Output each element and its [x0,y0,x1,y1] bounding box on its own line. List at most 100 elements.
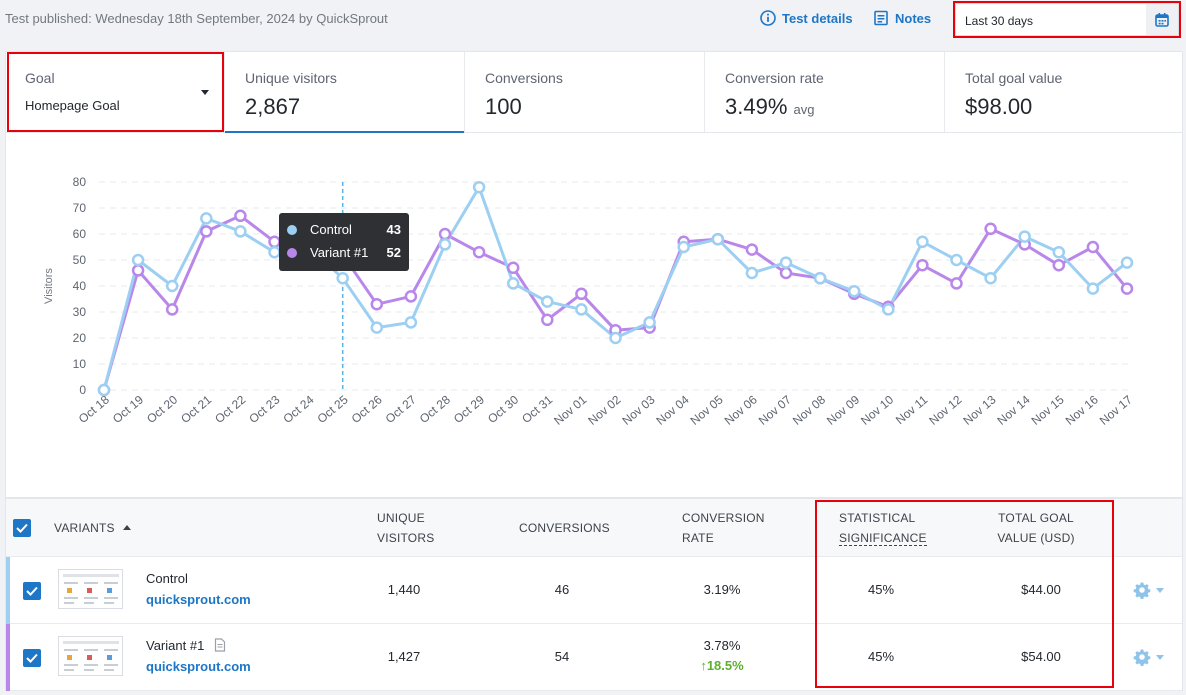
data-point [950,277,963,290]
variant-legend-dot [287,248,297,258]
x-tick-label: Oct 30 [485,392,521,426]
x-tick-label: Oct 31 [519,392,555,426]
uplift-badge: ↑18.5% [687,658,757,673]
test-details-label: Test details [782,10,853,26]
goal-select-value: Homepage Goal [25,98,120,113]
tooltip-series-name: Variant #1 [310,245,369,260]
date-range-picker[interactable]: Last 30 days [955,3,1179,36]
variant-settings-menu[interactable] [1133,647,1173,667]
x-tick-label: Nov 10 [858,392,896,427]
x-tick-label: Oct 23 [246,392,282,426]
header-line: SIGNIFICANCE [839,531,927,546]
variant-checkbox[interactable] [23,582,41,600]
header-line: TOTAL GOAL [998,511,1074,525]
data-point [882,303,895,316]
x-tick-label: Nov 01 [551,392,589,427]
x-tick-label: Nov 16 [1063,392,1101,427]
x-tick-label: Nov 03 [619,392,657,427]
conversions-cell: 54 [554,649,570,664]
data-point [541,313,554,327]
chevron-down-icon [1156,654,1164,660]
select-all-checkbox[interactable] [13,519,31,537]
document-icon[interactable] [214,638,226,652]
variant-name: Variant #1 [146,638,205,653]
notes-label: Notes [895,10,932,26]
test-details-link[interactable]: Test details [760,10,853,26]
unique-visitors-header: UNIQUE VISITORS [377,508,434,548]
variant-url-link[interactable]: quicksprout.com [146,659,251,674]
y-tick-label: 80 [73,175,87,189]
data-point [984,222,997,236]
data-point [97,383,111,397]
data-point [268,235,281,249]
goal-value-cell: $54.00 [1021,649,1061,664]
data-point [1120,282,1134,295]
table-header: VARIANTS UNIQUE VISITORS CONVERSIONS CONV… [6,499,1182,557]
chart-panel: 0 10 20 30 40 50 60 70 80 Visitors Oct 18 Oct 19 Oct… [5,133,1183,498]
data-point [575,287,588,301]
total-goal-value-header: TOTAL GOAL VALUE (USD) [961,508,1111,548]
header-line: RATE [682,531,714,545]
data-point [745,266,759,280]
data-point [234,209,247,223]
data-point [370,321,384,334]
unique-visitors-cell: 1,427 [387,649,421,664]
stat-conversions[interactable]: Conversions 100 [465,52,705,132]
data-point [1052,245,1066,259]
stat-value: 3.49% [725,94,788,119]
notes-icon [874,10,888,26]
variant-settings-menu[interactable] [1133,580,1173,600]
conversions-cell: 46 [554,582,570,597]
x-tick-label: Oct 18 [76,392,112,426]
x-tick-label: Oct 19 [110,392,146,426]
calendar-button[interactable] [1146,4,1178,35]
date-range-value: Last 30 days [965,14,1034,28]
stat-label: Conversions [485,70,563,86]
data-point [1018,230,1031,243]
stat-value: 100 [485,94,522,119]
x-tick-label: Nov 12 [926,392,964,427]
header-line: VISITORS [377,531,435,545]
variants-header-label: VARIANTS [54,521,115,535]
x-tick-label: Oct 27 [383,392,419,426]
y-tick-label: 0 [79,383,86,397]
data-point [472,180,486,194]
stat-total-goal-value[interactable]: Total goal value $98.00 [945,52,1182,132]
variant-thumbnail[interactable] [58,569,123,609]
tooltip-row-variant: Variant #1 52 [279,243,409,263]
x-tick-label: Oct 26 [349,392,385,426]
published-text: Test published: Wednesday 18th September… [5,11,388,26]
variant-url-link[interactable]: quicksprout.com [146,592,251,607]
variant-thumbnail[interactable] [58,636,123,676]
header-line: VALUE (USD) [997,531,1075,545]
notes-link[interactable]: Notes [873,10,931,26]
x-tick-label: Nov 06 [722,392,760,427]
variant-checkbox[interactable] [23,649,41,667]
series-line-control [102,185,1128,391]
y-tick-label: 70 [73,201,87,215]
conversion-rate-cell: 3.78% [703,638,741,653]
data-point [813,271,827,285]
data-point [1120,256,1134,269]
top-bar: Test published: Wednesday 18th September… [0,0,1186,40]
stat-label: Conversion rate [725,70,824,86]
stat-conversion-rate[interactable]: Conversion rate 3.49% avg [705,52,945,132]
data-point [711,232,725,246]
data-point [404,290,418,303]
data-point [575,303,588,316]
data-point [268,245,281,259]
goal-selector[interactable]: Goal Homepage Goal [6,52,225,132]
data-point [677,240,690,254]
stat-label: Unique visitors [245,70,337,86]
x-tick-label: Oct 24 [280,392,316,426]
x-tick-label: Nov 09 [824,392,862,427]
statistical-significance-header[interactable]: STATISTICAL SIGNIFICANCE [839,508,927,548]
variant-name: Control [146,571,188,586]
x-tick-label: Oct 29 [451,392,487,426]
significance-cell: 45% [867,582,895,597]
significance-cell: 45% [867,649,895,664]
tooltip-series-name: Control [310,222,352,237]
variants-column-header[interactable]: VARIANTS [54,518,132,538]
stat-unique-visitors[interactable]: Unique visitors 2,867 [225,52,465,133]
data-point [779,266,793,280]
